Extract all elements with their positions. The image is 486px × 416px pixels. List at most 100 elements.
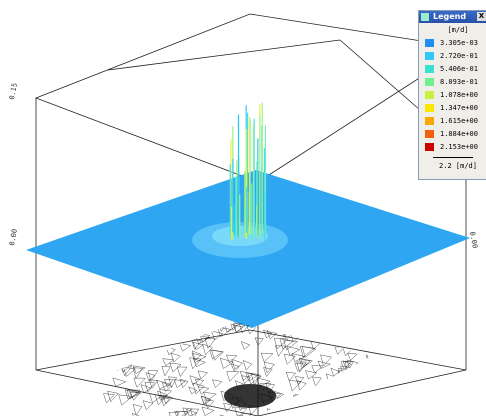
mesh-cell <box>320 322 333 332</box>
top-line <box>340 40 420 110</box>
mesh-cell <box>243 360 252 370</box>
legend-label: 1.347e+00 <box>440 104 478 112</box>
mesh-cell <box>343 399 353 408</box>
mesh-cell <box>327 331 337 340</box>
mesh-cell <box>295 321 304 329</box>
mesh-cell <box>162 366 170 376</box>
swatch <box>425 130 434 138</box>
mesh-cell <box>143 325 156 332</box>
mesh-cell <box>313 377 322 386</box>
mesh-cell <box>255 338 263 346</box>
mesh-cell <box>91 366 101 374</box>
mesh-cell <box>338 371 349 382</box>
mesh-cell <box>202 407 214 416</box>
mesh-cell <box>227 371 239 381</box>
mesh-cell <box>353 372 366 381</box>
mesh-cell <box>296 412 308 416</box>
mesh-cell <box>267 331 277 338</box>
mesh-cell <box>297 380 306 390</box>
mesh-cell <box>175 411 188 416</box>
mesh-cell <box>120 322 129 332</box>
mesh-cell <box>172 320 183 328</box>
axis-label: 0.00 <box>468 231 479 249</box>
mesh-cell <box>305 391 314 400</box>
legend-entry: 1.884e+00 <box>419 127 486 140</box>
mesh-cell <box>138 320 150 329</box>
mesh-cell <box>338 368 351 377</box>
mesh-cell <box>344 336 352 347</box>
mesh-cell <box>149 380 158 389</box>
mesh-cell <box>115 360 123 370</box>
mesh-cell <box>315 408 324 416</box>
mesh-cell <box>346 389 354 398</box>
mesh-cell <box>98 368 109 375</box>
legend-entry: 5.406e-01 <box>419 62 486 75</box>
mesh-cell <box>264 323 276 331</box>
mesh-cell <box>286 409 295 416</box>
mesh-cell <box>103 394 114 403</box>
mesh-cell <box>361 393 371 401</box>
mesh-cell <box>369 330 380 341</box>
mesh-cell <box>114 326 127 334</box>
mesh-cell <box>232 359 243 369</box>
legend-label: 5.406e-01 <box>440 65 478 73</box>
swatch <box>425 91 434 99</box>
mesh-cell <box>179 326 187 335</box>
mesh-cell <box>275 391 284 398</box>
legend-entry: 8.093e-01 <box>419 75 486 88</box>
mesh-cell <box>94 332 104 342</box>
mesh-cell <box>370 397 384 405</box>
mesh-cell <box>363 334 373 341</box>
mesh-cell <box>164 330 172 341</box>
mesh-cell <box>348 385 358 394</box>
swatch <box>425 52 434 60</box>
mesh-cell <box>180 379 188 387</box>
mesh-cell <box>111 341 120 348</box>
mesh-cell <box>302 330 315 338</box>
mesh-cell <box>364 329 374 337</box>
mesh-cell <box>264 362 274 373</box>
mesh-cell <box>290 331 302 342</box>
mesh-cell <box>375 345 383 353</box>
mesh-cell <box>231 364 239 371</box>
mesh-cell <box>130 336 139 347</box>
legend-label: 2.153e+00 <box>440 143 478 151</box>
mesh-cell <box>261 353 273 362</box>
mesh-cell <box>332 392 344 399</box>
legend-entry: 1.347e+00 <box>419 101 486 114</box>
mesh-cell <box>358 363 371 370</box>
mesh-cell <box>360 323 373 331</box>
mesh-cell <box>377 383 386 391</box>
mesh-cell <box>370 321 381 329</box>
mesh-cell <box>163 359 174 366</box>
mesh-cell <box>332 337 341 344</box>
close-button[interactable]: X <box>477 12 486 21</box>
legend-label: 1.884e+00 <box>440 130 478 138</box>
mesh-cell <box>321 391 329 398</box>
mesh-cell <box>185 324 193 333</box>
legend-label: 3.305e-03 <box>440 39 478 47</box>
mesh-cell <box>376 392 389 399</box>
mesh-cell <box>115 334 125 344</box>
mesh-cell <box>146 373 155 381</box>
mesh-cell <box>198 387 209 394</box>
mesh-cell <box>121 333 133 342</box>
mesh-cell <box>306 371 317 380</box>
mesh-cell <box>335 347 343 355</box>
mesh-cell <box>133 404 142 415</box>
mesh-cell <box>319 388 329 396</box>
mesh-cell <box>358 388 372 395</box>
swatch <box>425 65 434 73</box>
mesh-cell <box>157 380 170 389</box>
mesh-cell <box>157 321 169 331</box>
mesh-cell <box>343 361 351 369</box>
mesh-cell <box>241 341 250 349</box>
mesh-cell <box>119 395 133 405</box>
mesh-cell <box>203 344 213 355</box>
mesh-cell <box>136 334 146 341</box>
mesh-cell <box>137 329 149 338</box>
mesh-cell <box>190 409 198 416</box>
screen: 0.15 0.00 0.00 LegendX [m/d] 3.305e-032.… <box>0 0 486 416</box>
